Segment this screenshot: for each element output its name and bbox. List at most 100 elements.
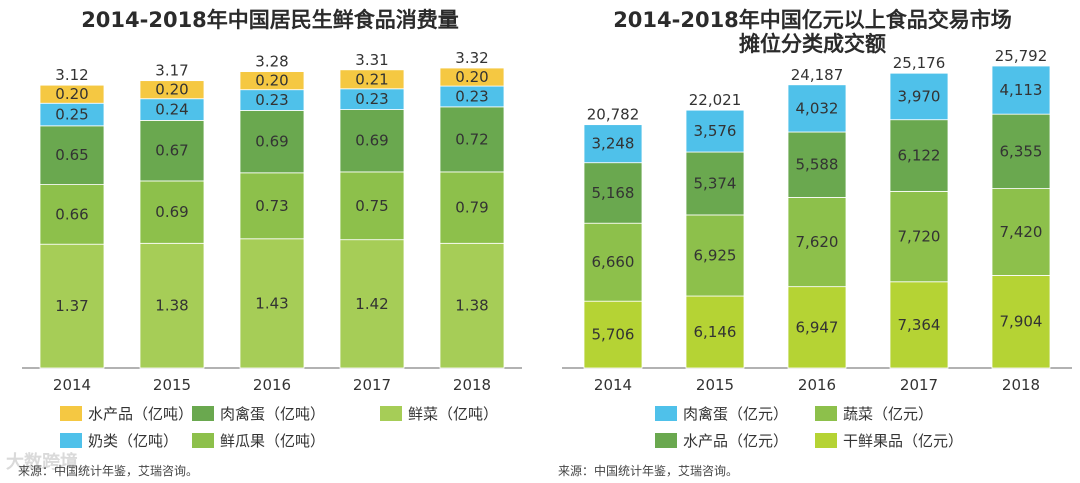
- right-bar-segment: [787, 131, 847, 198]
- right-data-label: 7,904: [1000, 313, 1043, 331]
- right-data-label: 3,970: [898, 87, 941, 105]
- right-chart-title-line1: 2014-2018年中国亿元以上食品交易市场: [613, 8, 1012, 32]
- left-legend-swatch: [192, 433, 214, 448]
- right-legend-swatch: [655, 433, 677, 448]
- left-data-label: 0.23: [255, 91, 288, 109]
- right-legend-label: 蔬菜（亿元）: [843, 405, 934, 423]
- left-data-label: 0.21: [355, 70, 388, 88]
- left-legend-label: 肉禽蛋（亿吨）: [220, 405, 326, 423]
- left-bar-segment: [439, 171, 505, 244]
- left-data-label: 0.67: [155, 142, 188, 160]
- watermark: 大数跨境: [6, 452, 78, 473]
- left-category-label: 2015: [153, 376, 191, 394]
- right-data-label: 7,364: [898, 316, 941, 334]
- left-bar-segment: [39, 125, 105, 185]
- left-data-label: 0.72: [455, 130, 488, 148]
- right-bar-segment: [583, 124, 643, 164]
- right-category-label: 2017: [900, 376, 938, 394]
- right-source-note: 来源：中国统计年鉴，艾瑞咨询。: [558, 464, 739, 478]
- left-legend-swatch: [60, 433, 82, 448]
- left-data-label: 0.20: [255, 72, 288, 90]
- right-data-label: 5,588: [796, 156, 839, 174]
- right-data-label: 6,925: [694, 246, 737, 264]
- left-bar-segment: [239, 172, 305, 240]
- left-bar-segment: [139, 80, 205, 100]
- right-bar-segment: [889, 72, 949, 121]
- right-bar-segment: [787, 197, 847, 288]
- right-data-label: 6,355: [1000, 142, 1043, 160]
- left-chart-title: 2014-2018年中国居民生鲜食品消费量: [81, 8, 459, 32]
- left-data-label: 1.38: [455, 297, 488, 315]
- right-bar-segment: [583, 222, 643, 302]
- right-total-label: 22,021: [689, 91, 742, 109]
- left-data-label: 0.24: [155, 101, 188, 119]
- right-data-label: 6,947: [796, 318, 839, 336]
- left-data-label: 0.23: [455, 87, 488, 105]
- left-bar-segment: [339, 171, 405, 241]
- right-legend-label: 干鲜果品（亿元）: [843, 432, 964, 450]
- right-legend-swatch: [815, 406, 837, 421]
- right-data-label: 7,620: [796, 233, 839, 251]
- left-legend-swatch: [192, 406, 214, 421]
- right-legend-label: 水产品（亿元）: [683, 432, 789, 450]
- right-legend-swatch: [655, 406, 677, 421]
- left-legend-item: 肉禽蛋（亿吨）: [192, 403, 325, 424]
- right-legend-item: 干鲜果品（亿元）: [815, 430, 963, 451]
- market-turnover-stacked-bar-chart: 5,706 6,660 5,168 3,248 20,782 2014 6,146 6,925…: [562, 47, 1072, 394]
- right-data-label: 5,706: [592, 326, 635, 344]
- right-data-label: 5,374: [694, 174, 737, 192]
- left-data-label: 0.20: [155, 81, 188, 99]
- left-bar-segment: [139, 120, 205, 182]
- left-bar-segment: [39, 184, 105, 245]
- left-legend-label: 奶类（亿吨）: [88, 432, 179, 450]
- left-bar-segment: [339, 239, 405, 369]
- right-bar-segment: [991, 188, 1051, 276]
- right-data-label: 6,660: [592, 253, 635, 271]
- left-data-label: 1.42: [355, 295, 388, 313]
- right-data-label: 6,122: [898, 147, 941, 165]
- left-data-label: 1.37: [55, 297, 88, 315]
- left-data-label: 0.79: [455, 199, 488, 217]
- left-bar-segment: [439, 67, 505, 87]
- right-legend-label: 肉禽蛋（亿元）: [683, 405, 789, 423]
- left-data-label: 0.69: [255, 133, 288, 151]
- right-category-label: 2015: [696, 376, 734, 394]
- right-bar-segment: [787, 286, 847, 369]
- left-legend-swatch: [60, 406, 82, 421]
- left-data-label: 0.69: [355, 132, 388, 150]
- left-legend-item: 水产品（亿吨）: [60, 403, 193, 424]
- left-bar-segment: [39, 84, 105, 104]
- right-total-label: 20,782: [587, 106, 640, 124]
- right-legend-item: 肉禽蛋（亿元）: [655, 403, 788, 424]
- left-data-label: 0.20: [55, 85, 88, 103]
- right-bar-segment: [685, 151, 745, 216]
- left-total-label: 3.31: [355, 51, 388, 69]
- left-legend-label: 鲜菜（亿吨）: [408, 405, 499, 423]
- right-category-label: 2016: [798, 376, 836, 394]
- left-legend-item: 鲜瓜果（亿吨）: [192, 430, 325, 451]
- left-data-label: 0.25: [55, 106, 88, 124]
- right-data-label: 3,576: [694, 122, 737, 140]
- left-data-label: 0.65: [55, 146, 88, 164]
- left-total-label: 3.32: [455, 49, 488, 67]
- right-bar-segment: [889, 119, 949, 192]
- right-legend-swatch: [815, 433, 837, 448]
- consumption-stacked-bar-chart: 1.370.660.650.250.203.1220141.380.690.67…: [22, 49, 522, 394]
- right-total-label: 25,176: [893, 54, 946, 72]
- left-total-label: 3.17: [155, 62, 188, 80]
- left-data-label: 0.23: [355, 90, 388, 108]
- left-legend-label: 水产品（亿吨）: [88, 405, 194, 423]
- right-category-label: 2018: [1002, 376, 1040, 394]
- left-category-label: 2018: [453, 376, 491, 394]
- left-bar-segment: [339, 109, 405, 173]
- left-bar-segment: [239, 110, 305, 174]
- left-bar-segment: [339, 69, 405, 90]
- left-data-label: 1.38: [155, 297, 188, 315]
- left-legend-item: 鲜菜（亿吨）: [380, 403, 498, 424]
- left-data-label: 0.75: [355, 197, 388, 215]
- right-chart-title-line2: 摊位分类成交额: [739, 32, 886, 56]
- left-legend-label: 鲜瓜果（亿吨）: [220, 432, 326, 450]
- right-bar-segment: [583, 300, 643, 369]
- left-data-label: 0.20: [455, 68, 488, 86]
- right-data-label: 7,720: [898, 228, 941, 246]
